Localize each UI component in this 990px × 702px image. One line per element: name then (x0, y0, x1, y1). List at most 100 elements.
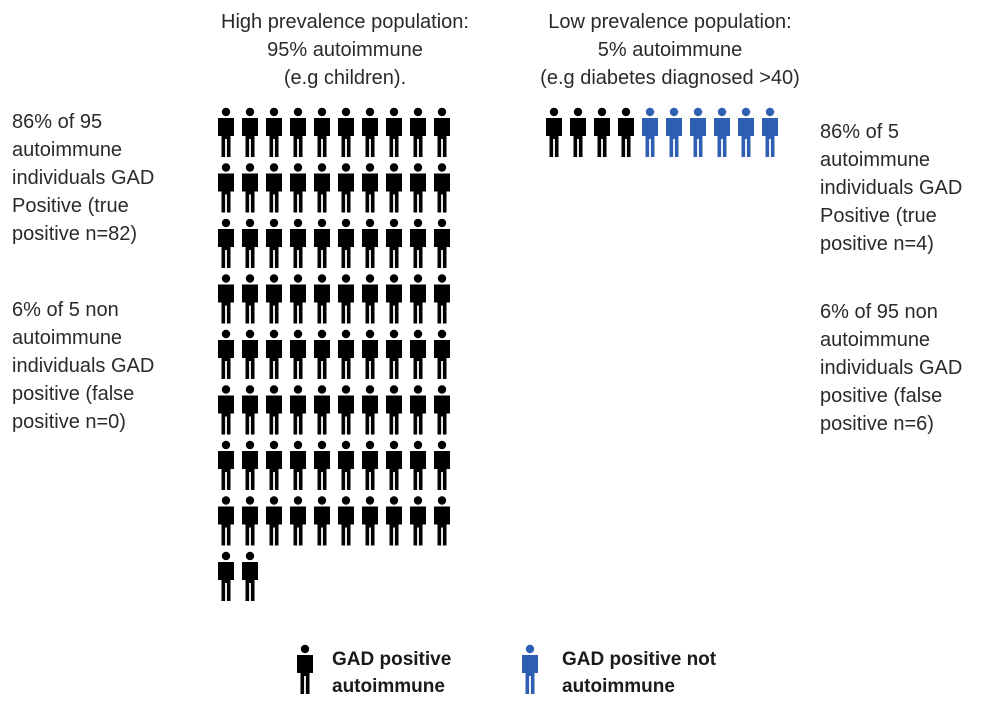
gad-positive-not-autoimmune-figure (690, 107, 706, 157)
gad-positive-autoimmune-figure (386, 440, 402, 490)
gad-positive-autoimmune-figure (314, 440, 330, 490)
gad-positive-autoimmune-figure (338, 107, 354, 157)
gad-positive-autoimmune-figure (570, 107, 586, 157)
gad-positive-autoimmune-figure (410, 107, 426, 157)
low-prevalence-grid (546, 107, 778, 157)
gad-positive-autoimmune-figure (546, 107, 562, 157)
gad-positive-autoimmune-figure (362, 329, 378, 379)
gad-positive-autoimmune-figure (290, 218, 306, 268)
gad-positive-autoimmune-figure (386, 496, 402, 546)
gad-positive-autoimmune-figure (242, 551, 258, 601)
gad-positive-autoimmune-figure (434, 440, 450, 490)
note-line: autoimmune (12, 327, 123, 349)
gad-positive-autoimmune-figure (362, 440, 378, 490)
gad-positive-autoimmune-figure (386, 385, 402, 435)
high-prevalence-heading: High prevalence population: 95% autoimmu… (190, 8, 500, 92)
gad-positive-not-autoimmune-figure (714, 107, 730, 157)
gad-positive-not-autoimmune-figure (762, 107, 778, 157)
gad-positive-autoimmune-figure (266, 107, 282, 157)
note-line: positive n=82) (12, 223, 138, 245)
gad-positive-autoimmune-figure (338, 385, 354, 435)
gad-positive-autoimmune-figure (242, 218, 258, 268)
gad-positive-autoimmune-figure (242, 496, 258, 546)
gad-positive-autoimmune-figure (314, 218, 330, 268)
high-prevalence-grid (218, 107, 450, 601)
heading-line: 5% autoimmune (597, 39, 743, 61)
gad-positive-autoimmune-figure (314, 329, 330, 379)
gad-positive-not-autoimmune-figure (642, 107, 658, 157)
low-prevalence-heading: Low prevalence population: 5% autoimmune… (505, 8, 835, 92)
note-line: 6% of 95 non (820, 301, 938, 323)
gad-positive-autoimmune-figure (434, 496, 450, 546)
gad-positive-autoimmune-figure (410, 274, 426, 324)
heading-line: (e.g children). (283, 67, 407, 89)
gad-positive-autoimmune-figure (434, 385, 450, 435)
note-line: autoimmune (12, 139, 123, 161)
low-false-positive-note: 6% of 95 non autoimmune individuals GAD … (820, 298, 962, 438)
gad-positive-autoimmune-figure (266, 496, 282, 546)
high-true-positive-note: 86% of 95 autoimmune individuals GAD Pos… (12, 108, 154, 248)
gad-positive-autoimmune-figure (434, 218, 450, 268)
gad-positive-autoimmune-figure (410, 440, 426, 490)
gad-positive-autoimmune-figure (362, 385, 378, 435)
low-true-positive-note: 86% of 5 autoimmune individuals GAD Posi… (820, 118, 962, 258)
gad-positive-autoimmune-figure (314, 107, 330, 157)
legend-line: autoimmune (562, 676, 675, 697)
gad-positive-autoimmune-figure (314, 496, 330, 546)
gad-positive-autoimmune-figure (338, 274, 354, 324)
gad-positive-autoimmune-figure (410, 163, 426, 213)
gad-positive-autoimmune-figure (218, 107, 234, 157)
heading-line: (e.g diabetes diagnosed >40) (540, 67, 800, 89)
legend-autoimmune-label: GAD positive autoimmune (332, 646, 451, 700)
note-line: 86% of 5 (820, 121, 899, 143)
note-line: 86% of 95 (12, 111, 103, 133)
gad-positive-autoimmune-figure (218, 496, 234, 546)
gad-positive-autoimmune-figure (290, 496, 306, 546)
note-line: positive (false (820, 385, 943, 407)
gad-positive-autoimmune-figure (242, 440, 258, 490)
gad-positive-autoimmune-figure (218, 163, 234, 213)
heading-line: Low prevalence population: (548, 11, 792, 33)
gad-positive-autoimmune-figure (338, 440, 354, 490)
gad-positive-autoimmune-figure (218, 385, 234, 435)
gad-positive-autoimmune-figure (338, 163, 354, 213)
gad-positive-autoimmune-figure (386, 107, 402, 157)
note-line: Positive (true (12, 195, 129, 217)
gad-positive-autoimmune-figure (218, 218, 234, 268)
legend-line: GAD positive (332, 649, 452, 670)
note-line: positive n=4) (820, 233, 934, 255)
legend-line: autoimmune (332, 676, 445, 697)
gad-positive-autoimmune-figure (362, 163, 378, 213)
gad-positive-autoimmune-figure (218, 551, 234, 601)
note-line: individuals GAD (820, 357, 963, 379)
gad-positive-autoimmune-figure (386, 163, 402, 213)
gad-positive-autoimmune-figure (410, 329, 426, 379)
gad-positive-not-autoimmune-figure (666, 107, 682, 157)
gad-positive-autoimmune-figure (434, 274, 450, 324)
gad-positive-autoimmune-figure (362, 496, 378, 546)
note-line: autoimmune (820, 329, 931, 351)
gad-positive-autoimmune-figure (314, 163, 330, 213)
gad-positive-autoimmune-figure (410, 496, 426, 546)
gad-positive-autoimmune-figure (362, 107, 378, 157)
gad-positive-autoimmune-figure (290, 163, 306, 213)
gad-positive-autoimmune-figure (338, 218, 354, 268)
gad-positive-autoimmune-figure (594, 107, 610, 157)
person-icon (522, 644, 538, 694)
legend-line: GAD positive not (562, 649, 717, 670)
gad-positive-autoimmune-figure (266, 329, 282, 379)
gad-positive-autoimmune-figure (290, 385, 306, 435)
gad-positive-autoimmune-figure (434, 163, 450, 213)
gad-positive-autoimmune-figure (618, 107, 634, 157)
note-line: individuals GAD (12, 355, 155, 377)
gad-positive-autoimmune-figure (386, 218, 402, 268)
gad-positive-autoimmune-figure (290, 274, 306, 324)
gad-positive-not-autoimmune-figure (738, 107, 754, 157)
gad-positive-autoimmune-figure (434, 329, 450, 379)
note-line: 6% of 5 non (12, 299, 119, 321)
gad-positive-autoimmune-figure (410, 218, 426, 268)
gad-positive-autoimmune-figure (314, 385, 330, 435)
gad-positive-autoimmune-figure (290, 440, 306, 490)
heading-line: 95% autoimmune (267, 39, 423, 61)
